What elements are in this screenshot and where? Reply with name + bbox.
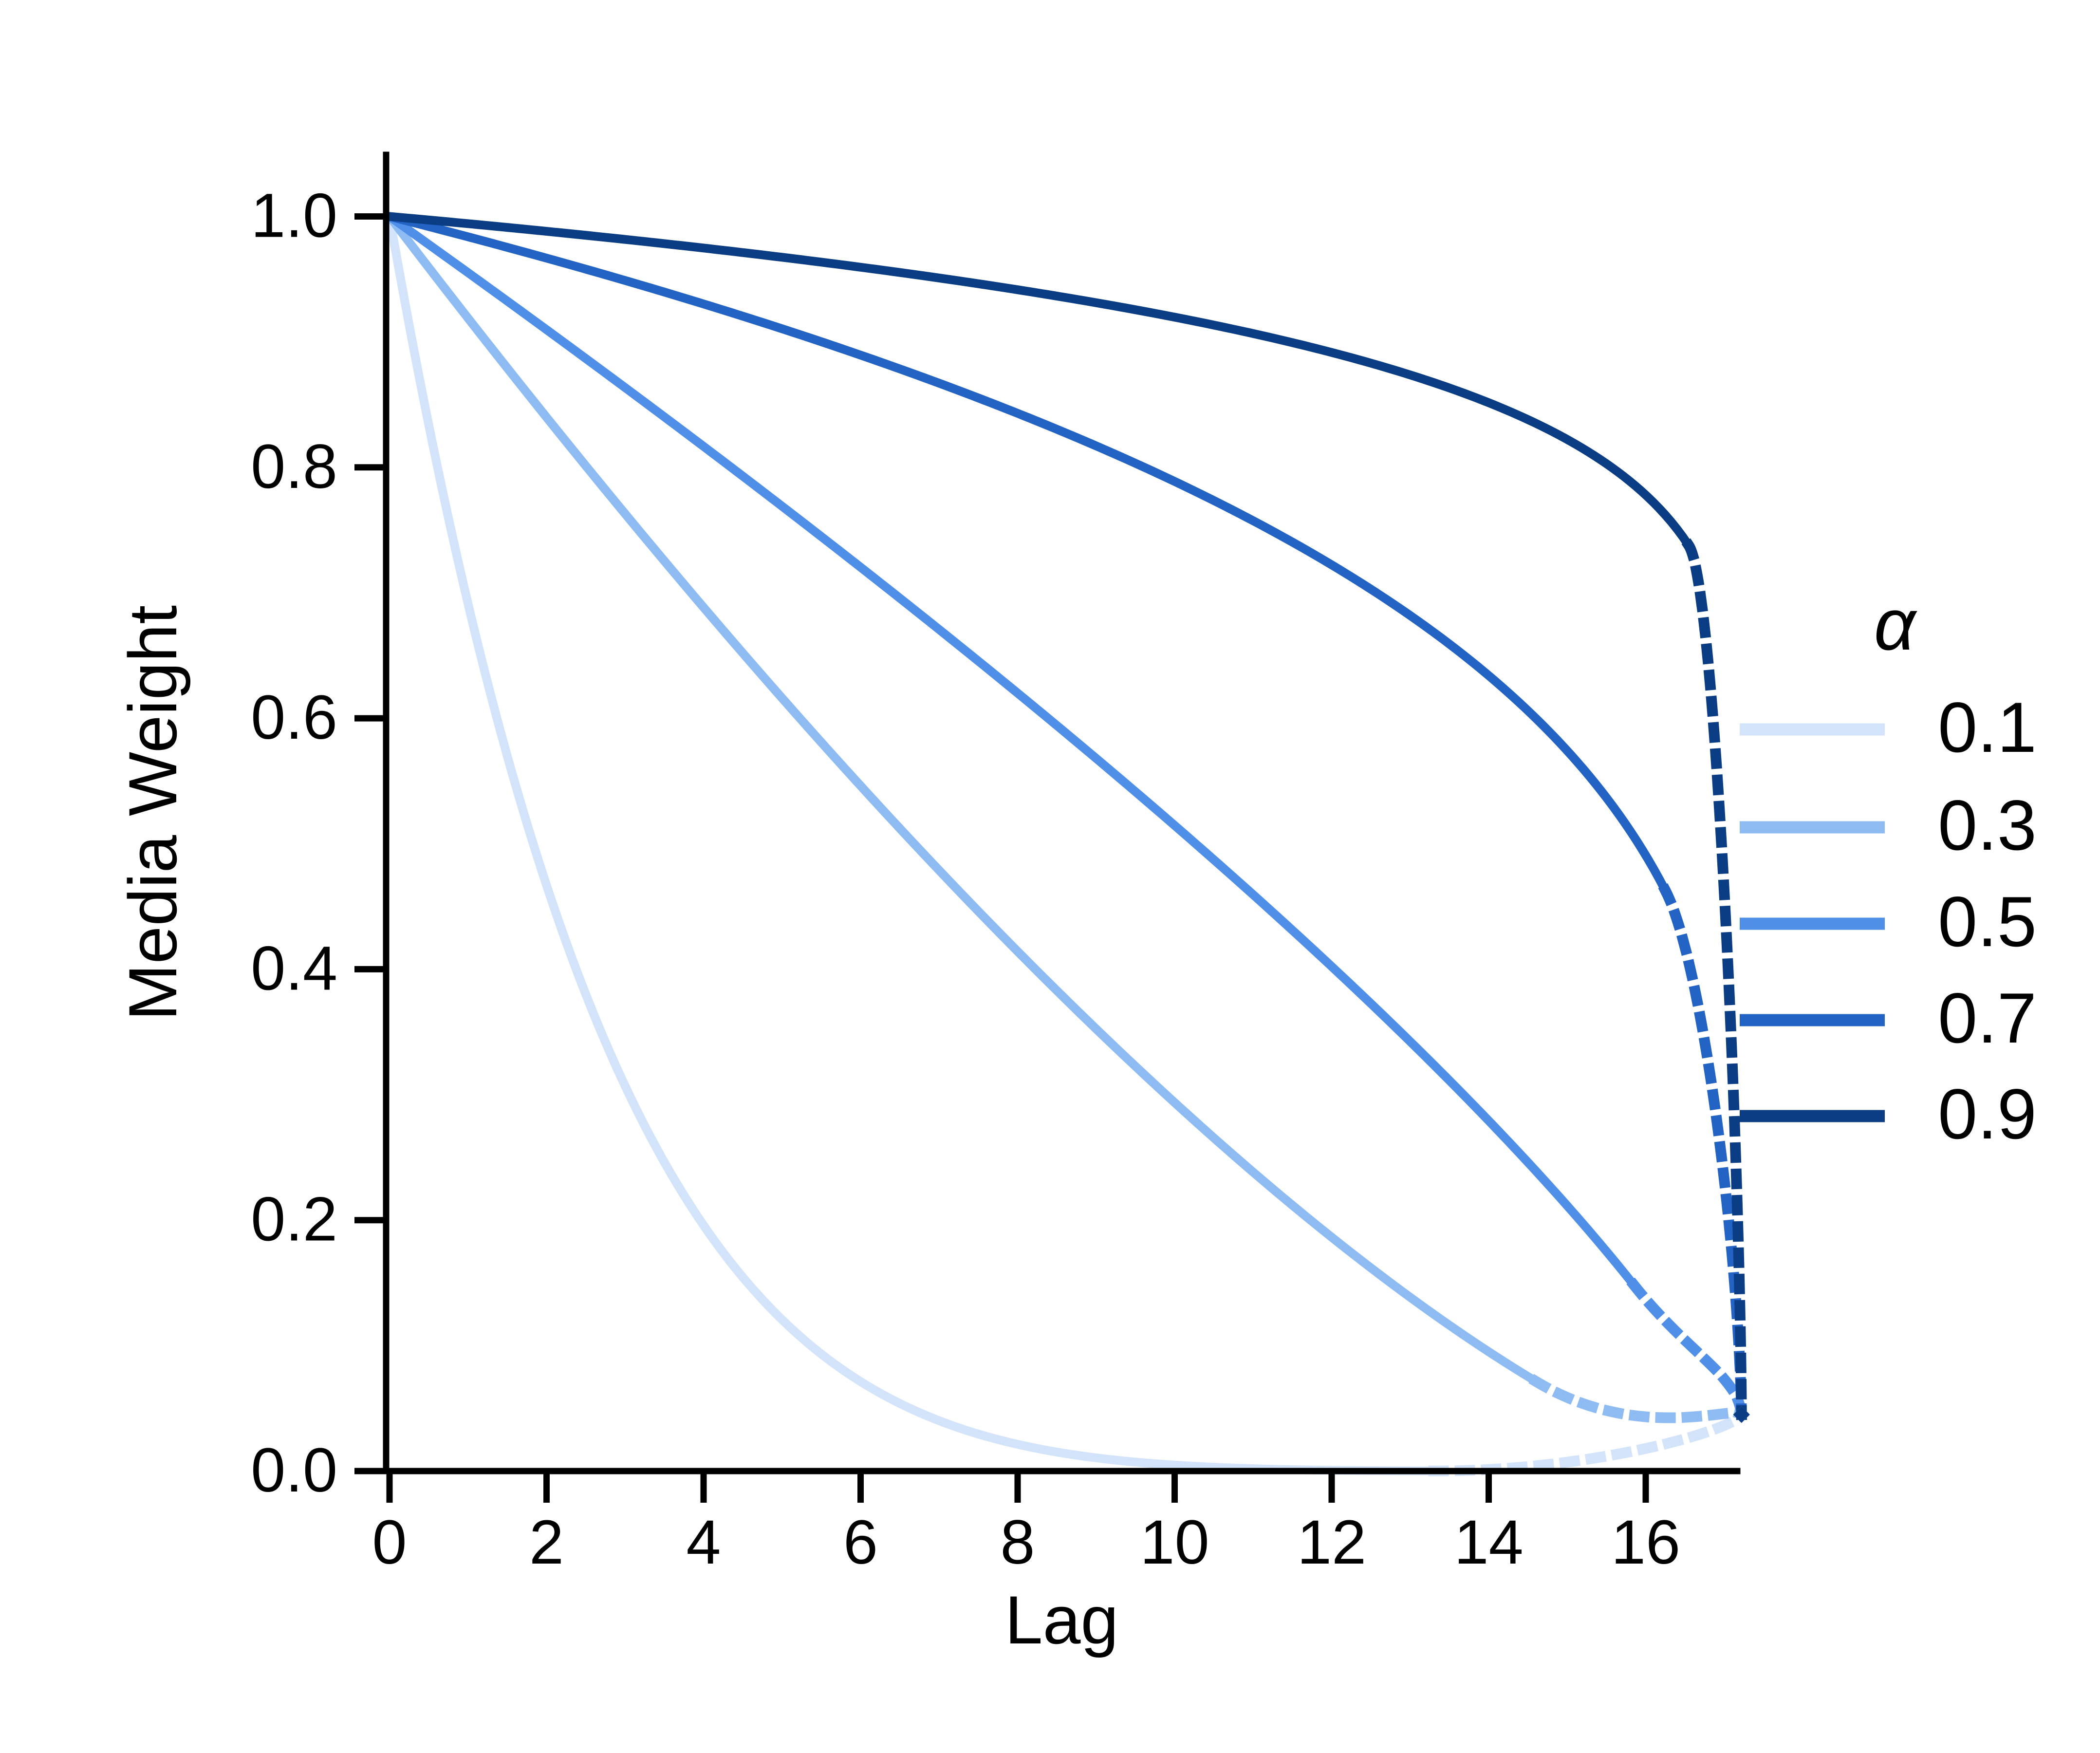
svg-text:16: 16 (1611, 1508, 1680, 1577)
svg-text:8: 8 (1000, 1508, 1035, 1577)
svg-text:0.7: 0.7 (1938, 978, 2037, 1058)
svg-text:0.2: 0.2 (251, 1185, 337, 1254)
svg-text:0.9: 0.9 (1938, 1074, 2037, 1154)
svg-text:0.3: 0.3 (1938, 785, 2037, 865)
svg-text:6: 6 (843, 1508, 878, 1577)
svg-text:2: 2 (529, 1508, 564, 1577)
svg-text:0.0: 0.0 (251, 1436, 337, 1505)
svg-text:Lag: Lag (1005, 1582, 1119, 1658)
svg-text:Media Weight: Media Weight (114, 605, 191, 1021)
svg-text:0: 0 (372, 1508, 407, 1577)
svg-text:0.1: 0.1 (1938, 688, 2037, 767)
svg-text:0.4: 0.4 (251, 933, 337, 1003)
svg-text:0.8: 0.8 (251, 432, 337, 502)
svg-text:0.6: 0.6 (251, 683, 337, 752)
svg-text:10: 10 (1140, 1508, 1209, 1577)
svg-text:12: 12 (1297, 1508, 1366, 1577)
svg-text:1.0: 1.0 (251, 181, 337, 251)
svg-text:0.5: 0.5 (1938, 882, 2037, 961)
svg-text:4: 4 (686, 1508, 721, 1577)
svg-text:α: α (1874, 583, 1918, 665)
svg-text:14: 14 (1454, 1508, 1523, 1577)
